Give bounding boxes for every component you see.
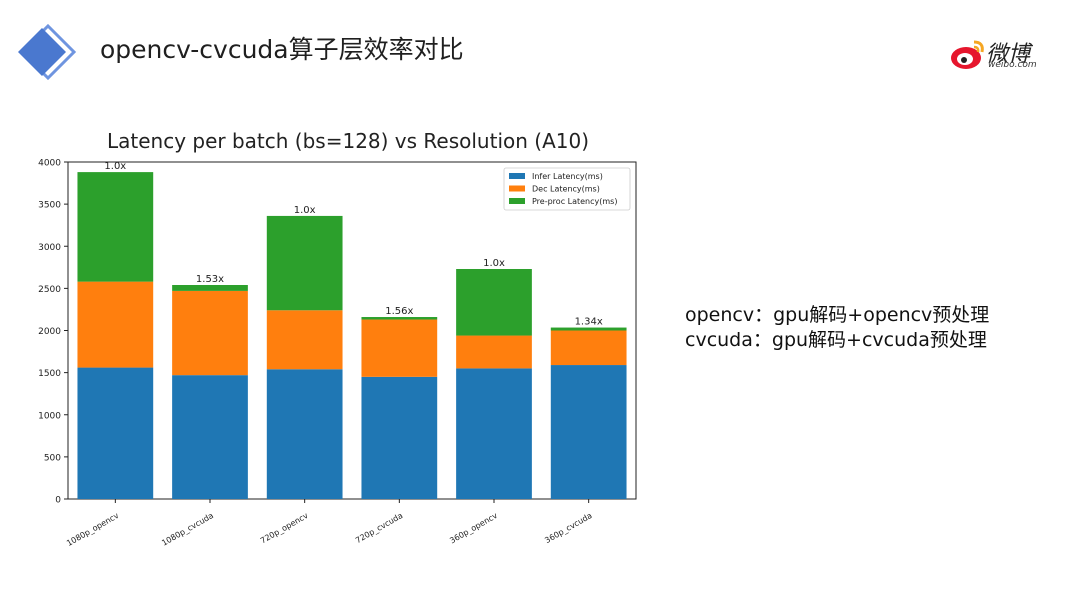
- y-tick-label: 4000: [38, 159, 61, 169]
- y-tick-label: 1000: [38, 411, 61, 421]
- x-tick-label: 1080p_opencv: [65, 511, 120, 548]
- latency-chart-svg: Latency per batch (bs=128) vs Resolution…: [38, 129, 637, 548]
- y-tick-label: 3000: [38, 243, 61, 253]
- bar-label: 1.0x: [104, 161, 126, 172]
- bar-720p_opencv-series-1: [266, 310, 343, 370]
- chart-title: Latency per batch (bs=128) vs Resolution…: [107, 129, 589, 153]
- bar-720p_cvcuda-series-1: [361, 319, 438, 377]
- legend-box: [503, 167, 631, 211]
- legend-swatch: [509, 173, 525, 179]
- y-tick-label: 3500: [38, 201, 61, 211]
- y-tick-label: 500: [44, 453, 61, 463]
- bar-720p_opencv-series-2: [266, 215, 343, 311]
- legend-label: Dec Latency(ms): [532, 185, 600, 194]
- weibo-logo-icon: [951, 40, 984, 69]
- note-cvcuda: cvcuda：gpu解码+cvcuda预处理: [685, 329, 987, 351]
- bar-360p_opencv-series-0: [456, 368, 532, 499]
- bar-label: 1.0x: [483, 258, 505, 269]
- brand-name: 微博: [986, 42, 1031, 67]
- bar-label: 1.56x: [385, 306, 413, 317]
- y-tick-label: 2000: [38, 327, 61, 337]
- legend-label: Pre-proc Latency(ms): [532, 197, 617, 206]
- diamond-logo-icon: [18, 24, 77, 80]
- bar-1080p_opencv-series-2: [77, 172, 154, 282]
- bar-720p_opencv-series-0: [266, 369, 343, 499]
- x-tick-label: 360p_cvcuda: [543, 511, 593, 545]
- bar-720p_cvcuda-series-0: [361, 376, 438, 499]
- bar-1080p_cvcuda-series-0: [172, 375, 248, 499]
- slide-title: opencv-cvcuda算子层效率对比: [100, 35, 464, 64]
- x-tick-label: 720p_cvcuda: [354, 511, 404, 545]
- bar-1080p_opencv-series-0: [77, 367, 154, 499]
- bar-360p_cvcuda-series-1: [550, 330, 627, 366]
- brand-url[interactable]: weibo.com: [988, 60, 1037, 70]
- x-tick-label: 1080p_cvcuda: [160, 511, 215, 548]
- bar-1080p_opencv-series-1: [77, 281, 154, 368]
- x-tick-label: 360p_opencv: [448, 511, 499, 546]
- bar-720p_cvcuda-series-2: [361, 317, 438, 320]
- legend-label: Infer Latency(ms): [532, 172, 603, 181]
- bar-360p_cvcuda-series-0: [550, 365, 627, 499]
- bar-label: 1.0x: [294, 205, 316, 216]
- legend-swatch: [509, 185, 525, 192]
- note-opencv: opencv：gpu解码+opencv预处理: [685, 304, 990, 326]
- bar-360p_opencv-series-1: [456, 335, 532, 369]
- x-tick-label: 720p_opencv: [259, 511, 310, 546]
- bar-360p_opencv-series-2: [456, 268, 532, 336]
- y-tick-label: 1500: [38, 369, 61, 379]
- y-tick-label: 0: [55, 496, 61, 506]
- latency-chart: Latency per batch (bs=128) vs Resolution…: [30, 120, 650, 580]
- bar-label: 1.53x: [196, 274, 224, 285]
- y-tick-label: 2500: [38, 285, 61, 295]
- bar-1080p_cvcuda-series-2: [172, 285, 248, 291]
- bar-1080p_cvcuda-series-1: [172, 290, 248, 376]
- bar-360p_cvcuda-series-2: [550, 327, 627, 331]
- bar-label: 1.34x: [575, 317, 603, 328]
- legend-swatch: [509, 198, 525, 204]
